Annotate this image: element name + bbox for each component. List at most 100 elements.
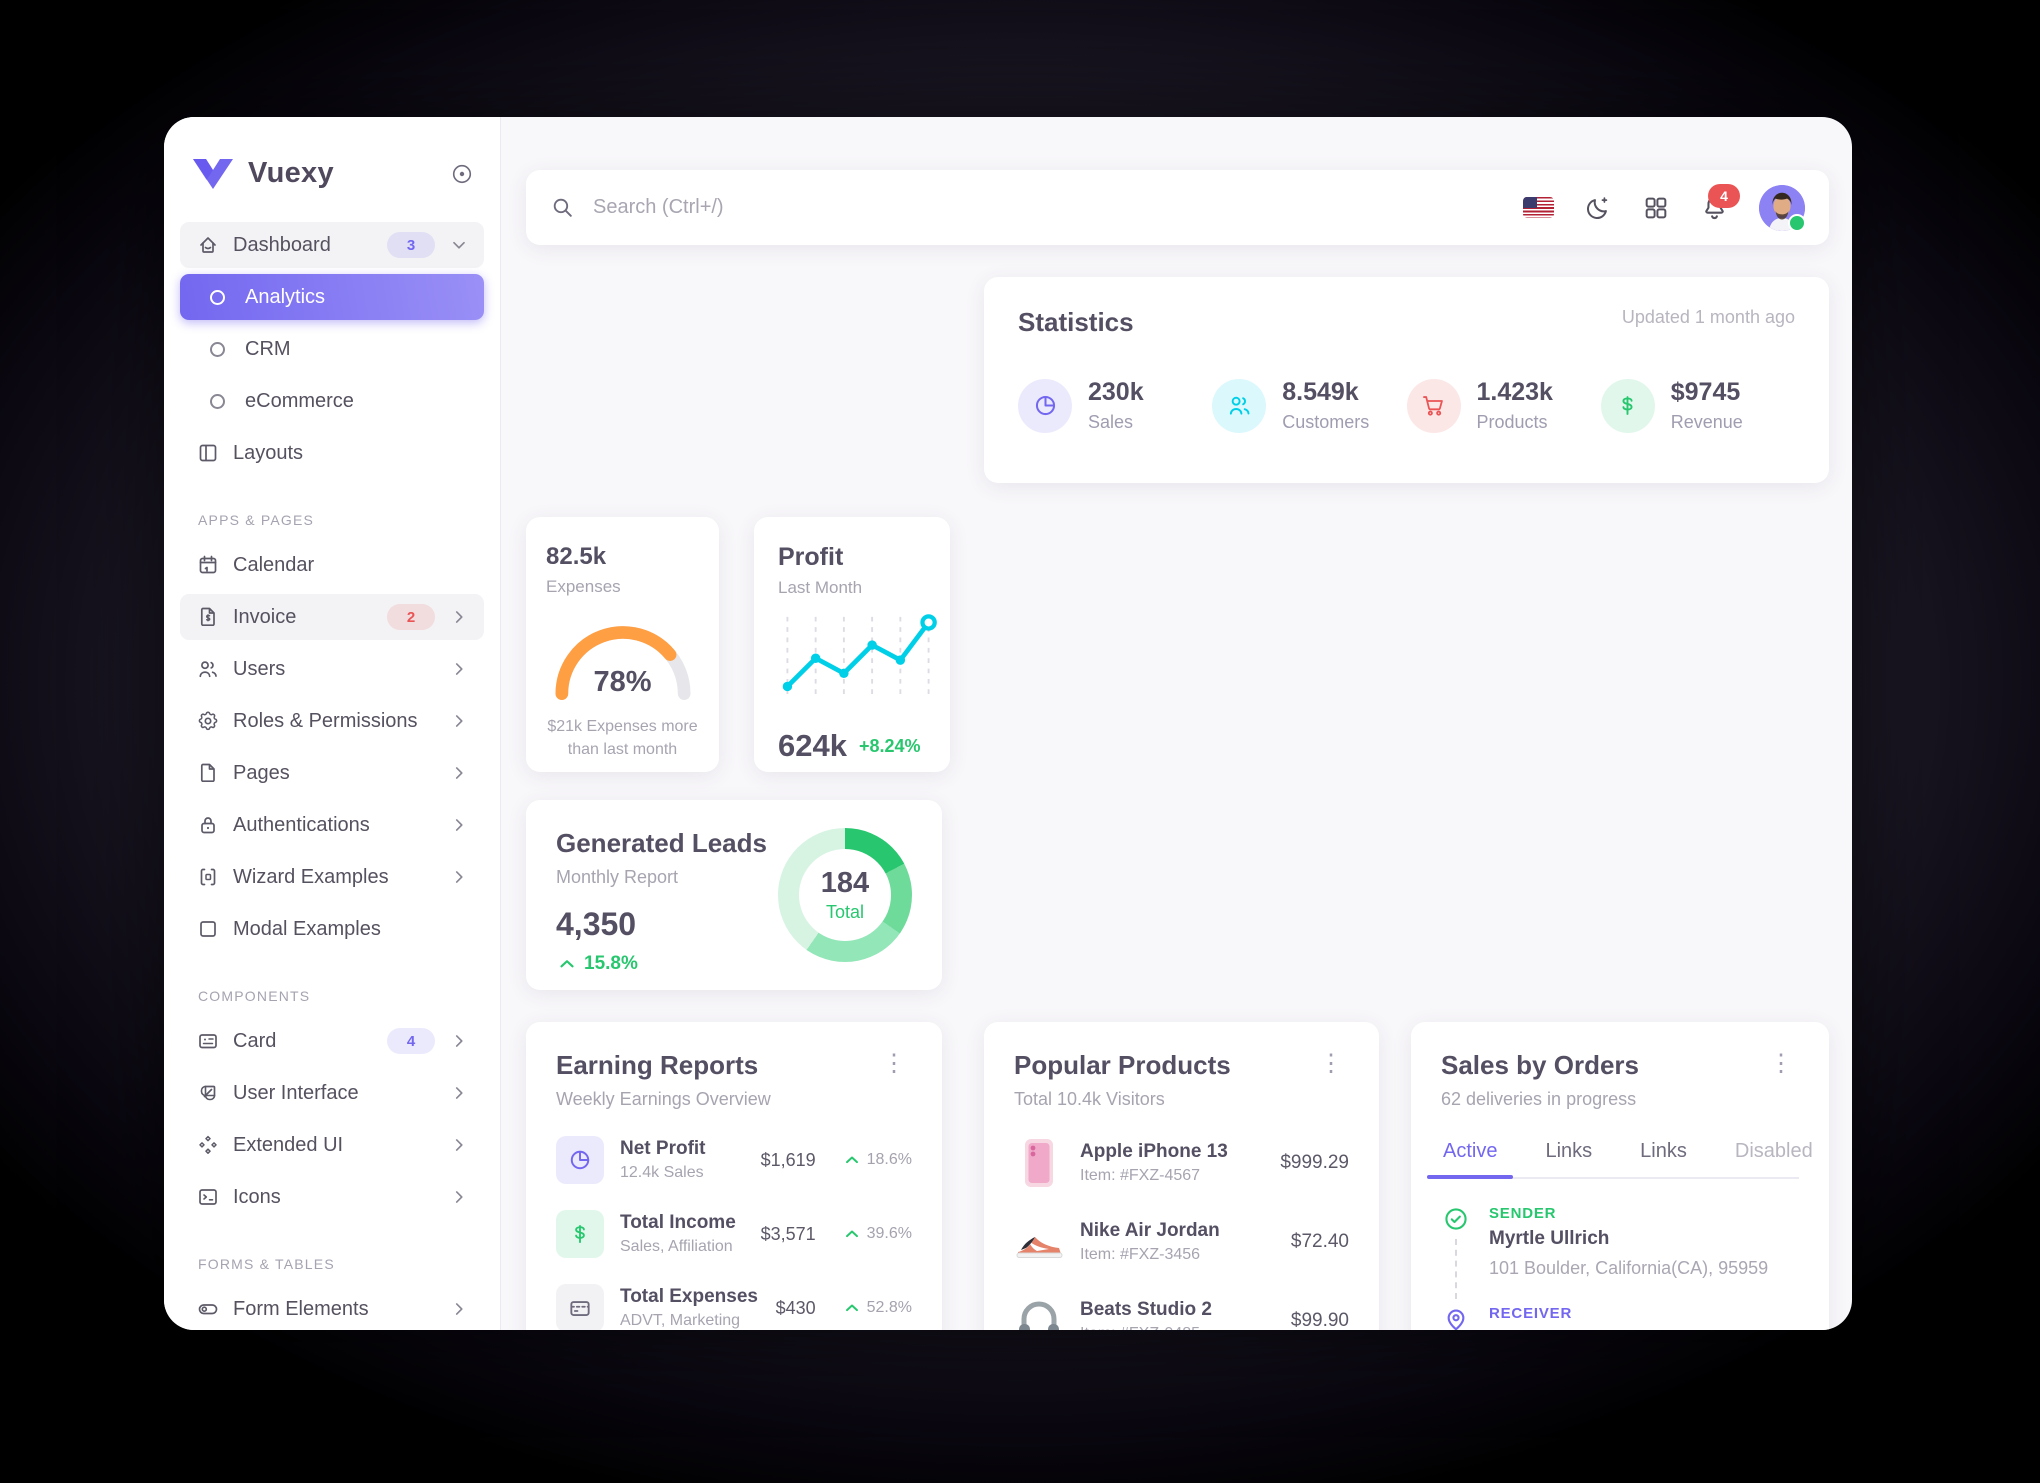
profit-change: +8.24% bbox=[858, 735, 921, 756]
popular-title: Popular Products bbox=[1014, 1050, 1231, 1080]
sidebar-item-form-elements[interactable]: Form Elements bbox=[180, 1286, 484, 1330]
sales-subtitle: 62 deliveries in progress bbox=[1441, 1089, 1637, 1109]
kebab-menu-icon[interactable]: ⋮ bbox=[1319, 1050, 1343, 1077]
sidebar-item-users[interactable]: Users bbox=[180, 646, 484, 692]
calendar-icon bbox=[199, 555, 217, 574]
sidebar-item-authentications[interactable]: Authentications bbox=[180, 802, 484, 848]
sales-title: Sales by Orders bbox=[1441, 1050, 1639, 1080]
headphones-thumbnail bbox=[1014, 1295, 1064, 1330]
invoice-badge: 2 bbox=[387, 604, 435, 630]
main-content: 4 Statistics Updated 1 month bbox=[500, 117, 1852, 1330]
tab-active[interactable]: Active bbox=[1426, 1134, 1515, 1179]
brand-name: Vuexy bbox=[248, 157, 334, 189]
product-row-iphone: Apple iPhone 13 Item: #FXZ-4567 $999.29 bbox=[1014, 1137, 1349, 1189]
leads-value: 4,350 bbox=[556, 906, 637, 942]
chevron-down-icon bbox=[448, 234, 470, 256]
tab-links-1[interactable]: Links bbox=[1545, 1140, 1593, 1162]
popular-products-card: Popular Products Total 10.4k Visitors ⋮ … bbox=[984, 1022, 1379, 1330]
sidebar-item-layouts[interactable]: Layouts bbox=[180, 430, 484, 476]
toggle-icon bbox=[198, 1304, 218, 1315]
user-avatar[interactable] bbox=[1759, 184, 1806, 232]
earning-title: Earning Reports bbox=[556, 1050, 759, 1080]
sidebar-item-ecommerce[interactable]: eCommerce bbox=[180, 378, 484, 424]
square-icon bbox=[200, 921, 216, 937]
timeline-sender: SENDER Myrtle Ullrich 101 Boulder, Calif… bbox=[1489, 1205, 1769, 1278]
shortcuts-grid-icon[interactable] bbox=[1642, 194, 1670, 222]
bullet-icon bbox=[210, 341, 225, 357]
iphone-thumbnail bbox=[1014, 1137, 1064, 1189]
kebab-menu-icon[interactable]: ⋮ bbox=[1769, 1050, 1793, 1077]
dollar-icon bbox=[556, 1210, 604, 1258]
cart-icon bbox=[1406, 378, 1461, 433]
leads-change: 15.8% bbox=[556, 953, 767, 975]
kebab-menu-icon[interactable]: ⋮ bbox=[882, 1050, 906, 1077]
earning-row-total-income: Total Income Sales, Affiliation $3,571 3… bbox=[556, 1210, 912, 1258]
chevron-right-icon bbox=[448, 1134, 470, 1156]
wallet-icon bbox=[556, 1284, 604, 1330]
layout-icon bbox=[199, 444, 217, 462]
expenses-caption: $21k Expenses more than last month bbox=[547, 718, 698, 759]
leads-subtitle: Monthly Report bbox=[556, 867, 679, 887]
stat-customers: 8.549k Customers bbox=[1212, 378, 1406, 433]
chevron-right-icon bbox=[448, 814, 470, 836]
profit-line-chart bbox=[782, 614, 937, 700]
statistics-card: Statistics Updated 1 month ago 230k Sales… bbox=[984, 277, 1829, 483]
dashboard-badge: 3 bbox=[387, 232, 435, 258]
chevron-up-icon bbox=[845, 1230, 858, 1238]
sidebar-item-modal-examples[interactable]: Modal Examples bbox=[180, 906, 484, 952]
expenses-card: 82.5k Expenses 78% $21k Expenses more th… bbox=[526, 517, 719, 772]
donut-total-value: 184 bbox=[820, 867, 870, 899]
earning-row-net-profit: Net Profit 12.4k Sales $1,619 18.6% bbox=[556, 1136, 912, 1184]
search-icon bbox=[553, 198, 572, 217]
notification-count-badge: 4 bbox=[1708, 184, 1740, 208]
topbar: 4 bbox=[526, 170, 1829, 245]
sidebar-pin-toggle-icon[interactable] bbox=[450, 162, 474, 186]
chevron-right-icon bbox=[448, 1298, 470, 1320]
dark-mode-moon-icon[interactable] bbox=[1584, 194, 1612, 222]
generated-leads-card: Generated Leads Monthly Report 4,350 15.… bbox=[526, 800, 942, 990]
lock-icon bbox=[201, 817, 215, 834]
expenses-label: Expenses bbox=[546, 577, 621, 596]
online-status-dot bbox=[1788, 213, 1806, 232]
section-header-forms-tables: FORMS & TABLES bbox=[198, 1256, 335, 1272]
sidebar-item-crm[interactable]: CRM bbox=[180, 326, 484, 372]
bullet-icon bbox=[210, 393, 225, 409]
invoice-icon bbox=[200, 607, 215, 627]
chevron-right-icon bbox=[448, 606, 470, 628]
popular-subtitle: Total 10.4k Visitors bbox=[1014, 1089, 1165, 1109]
sidebar-item-card[interactable]: Card 4 bbox=[180, 1018, 484, 1064]
leads-donut-chart: 184 Total bbox=[778, 828, 912, 962]
search-input[interactable] bbox=[591, 195, 1523, 220]
sidebar-menu: Dashboard 3 Analytics CRM eCommerce Layo… bbox=[164, 222, 500, 1330]
tab-disabled[interactable]: Disabled bbox=[1734, 1140, 1813, 1162]
stat-revenue: $9745 Revenue bbox=[1600, 378, 1795, 433]
chevron-right-icon bbox=[448, 866, 470, 888]
app-window: Vuexy Dashboard 3 Analytics CRM eCommerc… bbox=[164, 117, 1852, 1330]
sidebar-item-invoice[interactable]: Invoice 2 bbox=[180, 594, 484, 640]
sneaker-thumbnail bbox=[1014, 1216, 1064, 1268]
sidebar-item-calendar[interactable]: Calendar bbox=[180, 542, 484, 588]
sidebar-item-roles-permissions[interactable]: Roles & Permissions bbox=[180, 698, 484, 744]
sidebar-item-extended-ui[interactable]: Extended UI bbox=[180, 1122, 484, 1168]
sidebar-item-user-interface[interactable]: User Interface bbox=[180, 1070, 484, 1116]
chevron-right-icon bbox=[448, 1186, 470, 1208]
bullet-icon bbox=[210, 289, 225, 305]
sidebar-item-dashboard[interactable]: Dashboard 3 bbox=[180, 222, 484, 268]
notifications-button[interactable]: 4 bbox=[1700, 184, 1740, 222]
dollar-icon bbox=[1600, 378, 1655, 433]
sidebar-item-wizard-examples[interactable]: Wizard Examples bbox=[180, 854, 484, 900]
profit-subtitle: Last Month bbox=[778, 578, 863, 597]
sidebar-item-analytics[interactable]: Analytics bbox=[180, 274, 484, 320]
statistics-updated: Updated 1 month ago bbox=[1621, 307, 1795, 327]
file-icon bbox=[200, 763, 215, 783]
chevron-right-icon bbox=[448, 762, 470, 784]
sidebar-item-icons[interactable]: Icons bbox=[180, 1174, 484, 1220]
sidebar-item-pages[interactable]: Pages bbox=[180, 750, 484, 796]
stat-products: 1.423k Products bbox=[1406, 378, 1601, 433]
chevron-right-icon bbox=[448, 658, 470, 680]
language-flag-icon[interactable] bbox=[1523, 197, 1554, 218]
section-header-components: COMPONENTS bbox=[198, 988, 311, 1004]
chevron-up-icon bbox=[845, 1156, 858, 1164]
tab-links-2[interactable]: Links bbox=[1640, 1140, 1687, 1162]
earning-subtitle: Weekly Earnings Overview bbox=[556, 1089, 771, 1109]
